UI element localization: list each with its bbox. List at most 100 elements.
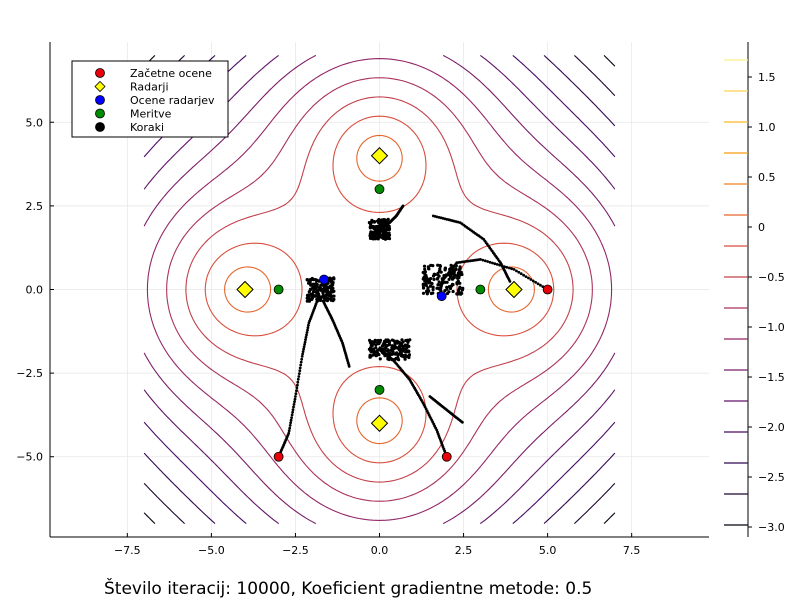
step-point (378, 357, 382, 361)
y-ticks: −5.0 −2.5 0.0 2.5 5.0 (16, 116, 54, 464)
legend-label: Koraki (130, 121, 164, 134)
step-point (510, 267, 513, 271)
step-point (445, 291, 450, 296)
step-point (539, 283, 542, 287)
x-tick-label: 2.5 (455, 544, 473, 557)
step-point (508, 280, 512, 283)
step-point (375, 349, 379, 353)
colorbar-tick-label: −0.5 (758, 271, 785, 284)
step-point (322, 299, 326, 303)
step-point (308, 288, 312, 292)
step-point (445, 287, 449, 291)
x-tick-label: −5.0 (198, 544, 225, 557)
step-point (529, 278, 533, 281)
step-point (425, 290, 429, 294)
step-point (380, 223, 384, 227)
step-point (406, 340, 410, 344)
step-point (377, 221, 381, 225)
colorbar-tick-label: −2.5 (758, 471, 785, 484)
step-point (296, 377, 300, 381)
step-point (290, 416, 293, 419)
step-point (307, 323, 310, 327)
step-point (329, 296, 333, 301)
step-point (456, 271, 460, 275)
step-point (295, 389, 298, 393)
step-point (517, 270, 521, 274)
step-point (449, 263, 453, 267)
step-point (368, 354, 372, 358)
step-point (431, 285, 435, 289)
step-point (371, 237, 375, 241)
y-tick-label: −2.5 (16, 367, 43, 380)
step-point (289, 418, 293, 422)
step-point (371, 219, 375, 224)
step-point (384, 231, 388, 235)
step-point (421, 291, 426, 295)
step-point (398, 344, 402, 348)
step-point (374, 354, 378, 358)
step-point (424, 282, 428, 286)
x-tick-label: −7.5 (114, 544, 141, 557)
step-point (314, 282, 318, 287)
step-point (439, 284, 443, 288)
step-point (381, 235, 385, 239)
step-point (288, 426, 292, 430)
contour-line (143, 54, 616, 525)
step-point (493, 262, 497, 266)
step-point (407, 355, 411, 360)
step-point (294, 395, 297, 398)
step-point (397, 358, 401, 362)
step-point (304, 338, 307, 342)
step-point (432, 277, 436, 281)
step-point (305, 333, 308, 337)
step-point (437, 274, 441, 278)
step-point (329, 290, 333, 294)
step-point (287, 429, 291, 433)
step-point (292, 403, 296, 406)
step-point (324, 289, 328, 293)
step-point (386, 352, 391, 356)
step-point (291, 410, 294, 414)
step-point (300, 355, 304, 358)
step-point (448, 274, 452, 278)
step-point (368, 338, 372, 342)
step-point (377, 218, 381, 222)
step-point (435, 277, 439, 281)
step-point (306, 326, 310, 330)
colorbar-tick-label: −1.5 (758, 371, 785, 384)
y-tick-label: 5.0 (26, 116, 44, 129)
step-point (373, 229, 377, 233)
step-point (369, 343, 373, 347)
step-point (381, 350, 385, 354)
step-point (386, 217, 390, 221)
colorbar-tick-label: −2.0 (758, 421, 785, 434)
step-point (427, 280, 431, 284)
step-point (378, 338, 383, 342)
step-point (383, 354, 387, 358)
step-point (392, 346, 396, 351)
step-point (400, 347, 404, 351)
step-point (301, 352, 304, 356)
step-point (442, 275, 446, 279)
step-point (455, 282, 459, 286)
step-point (297, 375, 301, 378)
radar-marker (370, 147, 389, 165)
step-point (451, 289, 455, 294)
colorbar-tick-label: 1.0 (758, 121, 776, 134)
step-point (332, 297, 336, 301)
step-point (427, 267, 431, 271)
step-point (422, 286, 426, 290)
step-point (319, 296, 323, 300)
step-point (312, 288, 316, 293)
chart-caption: Število iteracij: 10000, Koeficient grad… (104, 579, 593, 599)
legend-marker (95, 95, 105, 105)
x-ticks: −7.5 −5.0 −2.5 0.0 2.5 5.0 7.5 (114, 533, 640, 557)
legend-label: Ocene radarjev (130, 94, 215, 107)
step-point (328, 276, 332, 280)
step-point (435, 286, 439, 290)
step-point (447, 271, 451, 275)
y-tick-label: −5.0 (16, 451, 43, 464)
step-point (398, 349, 402, 354)
step-point (421, 282, 425, 286)
step-point (445, 280, 449, 284)
